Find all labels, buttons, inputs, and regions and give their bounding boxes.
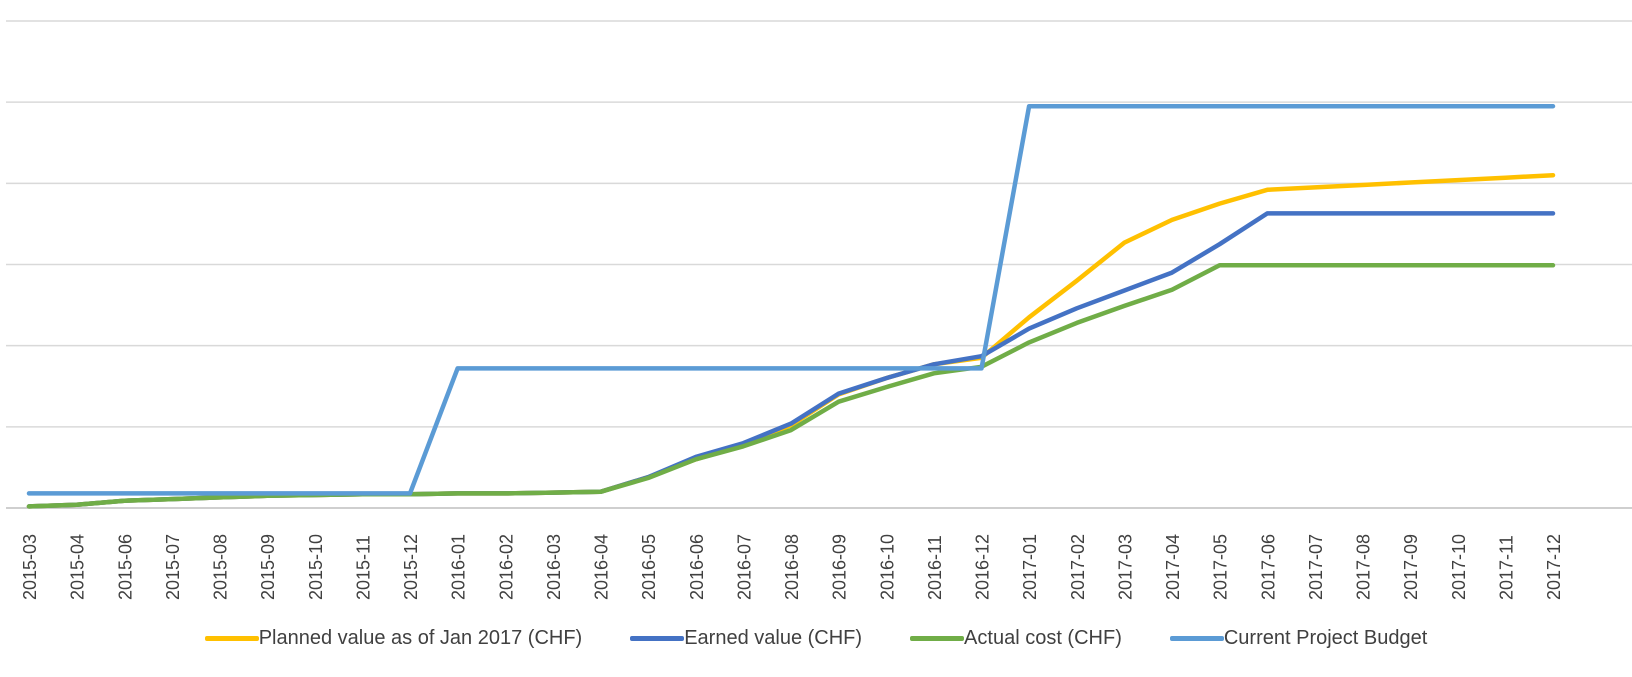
x-tick-label: 2015-08: [211, 534, 231, 600]
x-tick-label: 2017-02: [1068, 534, 1088, 600]
series-line-actual-cost-chf: [26, 263, 1556, 509]
legend-label-actual-cost: Actual cost (CHF): [964, 626, 1122, 649]
x-axis-tick-labels: 2015-03 2015-04 2015-06 2015-07 2015-08 2015-…: [20, 534, 1564, 600]
x-tick-label: 2016-05: [639, 534, 659, 600]
legend-item-planned-value: Planned value as of Jan 2017 (CHF): [204, 626, 583, 650]
x-tick-label: 2016-04: [592, 534, 612, 600]
legend-item-actual-cost: Actual cost (CHF): [910, 627, 1122, 650]
x-tick-label: 2017-05: [1211, 534, 1231, 600]
legend-label-earned-value: Earned value (CHF): [684, 626, 863, 649]
x-tick-label: 2017-01: [1020, 534, 1040, 600]
legend-item-earned-value: Earned value (CHF): [630, 627, 862, 650]
x-tick-label: 2016-12: [973, 534, 993, 600]
x-tick-label: 2015-04: [68, 534, 88, 600]
legend-swatch-current-project-budget: [1169, 635, 1224, 641]
x-tick-label: 2015-07: [163, 534, 183, 600]
gridlines: [6, 20, 1632, 509]
x-tick-label: 2016-09: [830, 534, 850, 600]
x-tick-label: 2017-07: [1306, 534, 1326, 600]
x-tick-label: 2015-12: [401, 534, 421, 600]
legend-item-current-project-budget: Current Project Budget: [1169, 626, 1428, 650]
series-line-current-project-budget: [26, 103, 1556, 496]
legend-swatch-planned-value: [204, 635, 259, 641]
x-tick-label: 2017-04: [1163, 534, 1183, 600]
x-tick-label: 2017-09: [1401, 534, 1421, 600]
x-tick-label: 2015-11: [353, 535, 373, 600]
legend-label-current-project-budget: Current Project Budget: [1223, 626, 1428, 649]
x-tick-label: 2017-10: [1449, 534, 1469, 600]
x-tick-label: 2016-03: [544, 534, 564, 600]
legend-label-planned-value: Planned value as of Jan 2017 (CHF): [258, 626, 583, 649]
legend-swatch-earned-value: [630, 635, 685, 641]
x-tick-label: 2017-06: [1258, 534, 1278, 600]
x-tick-label: 2017-11: [1496, 535, 1516, 600]
x-tick-label: 2015-10: [306, 534, 326, 600]
x-tick-label: 2016-07: [734, 534, 754, 600]
x-tick-label: 2017-08: [1354, 534, 1374, 600]
legend-swatch-actual-cost: [910, 635, 965, 641]
series-line-planned-value-as-of-jan-2017-chf: [26, 172, 1556, 509]
x-tick-label: 2016-10: [877, 534, 897, 600]
x-tick-label: 2016-02: [496, 534, 516, 600]
series-line-earned-value-chf: [26, 211, 1556, 509]
series-lines: [26, 103, 1556, 509]
x-tick-label: 2016-06: [687, 534, 707, 600]
x-tick-label: 2015-09: [258, 534, 278, 600]
x-tick-label: 2016-01: [449, 534, 469, 600]
x-tick-label: 2015-03: [20, 534, 40, 600]
legend: Planned value as of Jan 2017 (CHF) Earne…: [0, 618, 1632, 658]
x-tick-label: 2016-11: [925, 535, 945, 600]
x-tick-label: 2017-03: [1115, 534, 1135, 600]
x-tick-label: 2016-08: [782, 534, 802, 600]
x-tick-label: 2017-12: [1544, 534, 1564, 600]
x-tick-label: 2015-06: [115, 534, 135, 600]
